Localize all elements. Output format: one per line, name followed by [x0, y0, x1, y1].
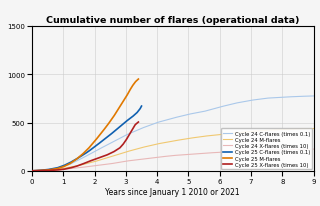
Line: Cycle 24 M-flares: Cycle 24 M-flares	[32, 129, 314, 171]
Cycle 25 C-flares (times 0.1)	[100, 140, 104, 143]
Cycle 24 M-flares	[30, 170, 34, 172]
Cycle 24 X-flares (times 10)	[194, 153, 197, 155]
Cycle 24 M-flares	[312, 128, 316, 130]
Cycle 24 C-flares (times 0.1)	[273, 97, 276, 99]
Cycle 25 M-flares	[92, 141, 96, 144]
Line: Cycle 25 X-flares (times 10): Cycle 25 X-flares (times 10)	[32, 122, 138, 171]
Cycle 25 C-flares (times 0.1)	[30, 170, 34, 172]
Cycle 25 C-flares (times 0.1)	[140, 105, 143, 108]
Cycle 25 M-flares	[111, 117, 115, 119]
Cycle 24 C-flares (times 0.1)	[244, 101, 247, 103]
Cycle 25 C-flares (times 0.1)	[37, 169, 41, 172]
Cycle 24 X-flares (times 10)	[30, 170, 34, 172]
Cycle 24 X-flares (times 10)	[210, 152, 213, 154]
Cycle 25 X-flares (times 10)	[111, 151, 115, 154]
Cycle 24 C-flares (times 0.1)	[194, 112, 197, 115]
Cycle 25 C-flares (times 0.1)	[97, 143, 100, 145]
Cycle 24 M-flares	[47, 169, 51, 171]
Cycle 24 M-flares	[194, 137, 197, 139]
Cycle 25 C-flares (times 0.1)	[94, 145, 98, 147]
Legend: Cycle 24 C-flares (times 0.1), Cycle 24 M-flares, Cycle 24 X-flares (times 10), : Cycle 24 C-flares (times 0.1), Cycle 24 …	[221, 129, 312, 169]
Cycle 24 M-flares	[273, 129, 276, 131]
Line: Cycle 24 X-flares (times 10): Cycle 24 X-flares (times 10)	[32, 149, 314, 171]
Cycle 25 C-flares (times 0.1)	[113, 130, 117, 132]
Cycle 25 M-flares	[122, 100, 125, 103]
Cycle 25 M-flares	[36, 170, 40, 172]
Cycle 25 X-flares (times 10)	[136, 121, 140, 124]
Cycle 25 X-flares (times 10)	[98, 157, 102, 159]
Cycle 25 M-flares	[136, 78, 140, 81]
Cycle 25 X-flares (times 10)	[122, 143, 125, 145]
Cycle 25 C-flares (times 0.1)	[124, 120, 128, 123]
Line: Cycle 25 M-flares: Cycle 25 M-flares	[32, 80, 138, 171]
Cycle 25 M-flares	[30, 170, 34, 172]
Cycle 24 X-flares (times 10)	[244, 150, 247, 152]
Cycle 25 M-flares	[95, 138, 99, 140]
Cycle 24 X-flares (times 10)	[312, 148, 316, 151]
Cycle 24 M-flares	[210, 135, 213, 137]
Line: Cycle 24 C-flares (times 0.1): Cycle 24 C-flares (times 0.1)	[32, 96, 314, 171]
Cycle 25 X-flares (times 10)	[36, 170, 40, 172]
Cycle 24 X-flares (times 10)	[273, 149, 276, 151]
Cycle 24 C-flares (times 0.1)	[201, 111, 205, 113]
Cycle 25 X-flares (times 10)	[30, 170, 34, 172]
Cycle 25 M-flares	[98, 134, 102, 137]
Cycle 24 C-flares (times 0.1)	[312, 95, 316, 98]
Cycle 24 M-flares	[201, 136, 205, 138]
Cycle 24 C-flares (times 0.1)	[210, 109, 213, 111]
Cycle 24 X-flares (times 10)	[201, 152, 205, 155]
Cycle 25 X-flares (times 10)	[92, 159, 96, 161]
Cycle 24 C-flares (times 0.1)	[30, 170, 34, 172]
Cycle 24 C-flares (times 0.1)	[47, 168, 51, 171]
Line: Cycle 25 C-flares (times 0.1): Cycle 25 C-flares (times 0.1)	[32, 107, 141, 171]
Cycle 24 M-flares	[244, 131, 247, 133]
Cycle 24 X-flares (times 10)	[47, 169, 51, 172]
Cycle 25 X-flares (times 10)	[95, 158, 99, 160]
X-axis label: Years since January 1 2010 or 2021: Years since January 1 2010 or 2021	[106, 187, 240, 195]
Title: Cumulative number of flares (operational data): Cumulative number of flares (operational…	[46, 16, 300, 25]
